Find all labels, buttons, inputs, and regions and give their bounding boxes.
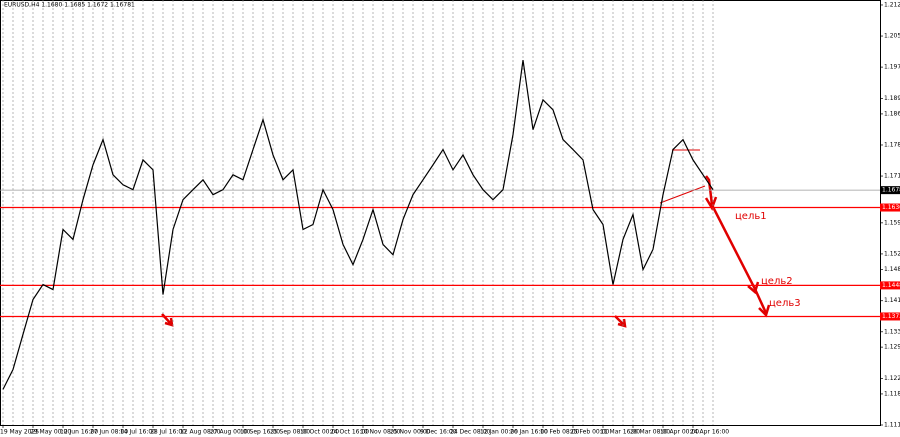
level-label: 1.1636 xyxy=(882,204,900,211)
x-tick-label: 24 Apr 16:00 xyxy=(690,429,729,436)
target-label: цель3 xyxy=(769,298,801,309)
current-price-label: 1.1678 xyxy=(882,187,900,194)
y-tick-label: 1.1975 xyxy=(884,64,900,71)
current-price-box xyxy=(880,186,900,195)
plot-frame xyxy=(0,0,881,426)
y-tick-label: 1.1524 xyxy=(884,250,900,257)
x-tick-label: 29 May 00:00 xyxy=(30,429,71,436)
x-tick-label: 14 Jul 16:00 xyxy=(120,429,156,436)
level-box xyxy=(880,281,900,290)
x-tick-label: 28 Jul 16:00 xyxy=(150,429,186,436)
x-tick-label: 24 Oct 16:00 xyxy=(330,429,369,436)
y-tick-label: 1.1223 xyxy=(884,375,900,382)
x-tick-label: 12 Jun 16:00 xyxy=(60,429,98,436)
x-tick-label: 12 Aug 08:00 xyxy=(180,429,221,436)
y-tick-label: 1.1486 xyxy=(884,266,900,273)
y-tick-label: 1.2125 xyxy=(884,1,900,8)
price-line xyxy=(2,59,714,390)
x-tick-label: 25 Sep 08:00 xyxy=(270,429,310,436)
arrow-head xyxy=(758,304,771,318)
y-tick-label: 1.1299 xyxy=(884,344,900,351)
x-tick-label: 25 Feb 00:00 xyxy=(570,429,610,436)
target-label: цель1 xyxy=(735,211,767,222)
x-tick-label: 24 Dec 08:00 xyxy=(450,429,491,436)
y-tick-label: 1.1712 xyxy=(884,173,900,180)
level-label: 1.1448 xyxy=(882,282,900,289)
x-tick-label: 10 Feb 08:00 xyxy=(540,429,580,436)
y-tick-label: 1.2050 xyxy=(884,33,900,40)
x-tick-label: 10 Oct 00:00 xyxy=(300,429,339,436)
annotations xyxy=(161,149,771,328)
target-path xyxy=(705,175,768,314)
level-box xyxy=(880,312,900,321)
x-tick-label: 11 Mar 16:00 xyxy=(600,429,640,436)
y-tick-label: 1.1186 xyxy=(884,390,900,397)
x-tick-label: 27 Aug 00:00 xyxy=(210,429,251,436)
x-tick-label: 12 Jan 00:00 xyxy=(480,429,518,436)
low-arrow xyxy=(161,313,174,327)
level-box xyxy=(880,203,900,212)
x-tick-label: 19 May 2025 xyxy=(0,429,39,436)
x-tick-label: 27 Jun 08:00 xyxy=(90,429,128,436)
y-tick-label: 1.1599 xyxy=(884,219,900,226)
x-tick-label: 10 Sep 16:00 xyxy=(240,429,280,436)
x-tick-label: 10 Apr 00:00 xyxy=(660,429,699,436)
y-tick-label: 1.1787 xyxy=(884,141,900,148)
x-tick-label: 9 Dec 16:00 xyxy=(420,429,457,436)
y-tick-label: 1.1862 xyxy=(884,110,900,117)
x-tick-label: 26 Jan 16:00 xyxy=(510,429,548,436)
x-tick-label: 25 Nov 00:00 xyxy=(390,429,431,436)
y-tick-label: 1.1336 xyxy=(884,328,900,335)
target-label: цель2 xyxy=(761,276,793,287)
chart-title: EURUSD,H4 1.1680 1.1685 1.1672 1.16781 xyxy=(4,2,135,9)
trend-line xyxy=(659,185,706,204)
low-arrow xyxy=(614,315,627,328)
x-tick-label: 10 Nov 08:00 xyxy=(360,429,401,436)
x-tick-label: 26 Mar 08:00 xyxy=(630,429,670,436)
level-label: 1.1373 xyxy=(882,313,900,320)
y-tick-label: 1.1899 xyxy=(884,95,900,102)
